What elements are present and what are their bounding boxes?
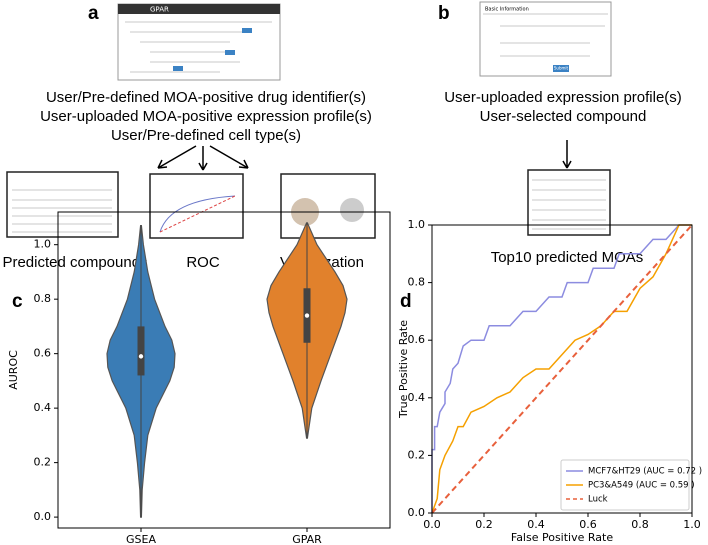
input-text: User-uploaded MOA-positive expression pr… bbox=[40, 108, 372, 125]
input-text: User-uploaded expression profile(s) bbox=[444, 89, 682, 106]
table-lines bbox=[532, 179, 606, 230]
y-tick-label: 0.4 bbox=[34, 401, 52, 414]
legend-label: MCF7&HT29 (AUC = 0.72 ) bbox=[588, 467, 702, 477]
output-text: Top10 predicted MOAs bbox=[491, 249, 644, 266]
output-text: ROC bbox=[186, 254, 220, 271]
panel-label: d bbox=[400, 291, 412, 312]
y-tick-label: 0.0 bbox=[34, 510, 52, 523]
y-tick-label: 0.8 bbox=[408, 276, 426, 289]
legend-box bbox=[560, 459, 690, 511]
roc-line bbox=[431, 224, 692, 513]
y-axis-label: True Positive Rate bbox=[397, 320, 410, 419]
median bbox=[304, 313, 310, 318]
y-tick-label: 0.4 bbox=[408, 391, 426, 404]
roc-line bbox=[431, 224, 693, 514]
x-tick-label: 0.4 bbox=[527, 518, 545, 531]
screenshot bbox=[479, 1, 612, 77]
panel-label: c bbox=[12, 291, 23, 312]
x-tick-label: 0.0 bbox=[423, 518, 441, 531]
x-tick-label: GSEA bbox=[126, 533, 156, 545]
app-header bbox=[118, 4, 280, 14]
y-axis-label: AUROC bbox=[7, 350, 20, 390]
y-tick-label: 0.0 bbox=[408, 506, 426, 519]
thumb-curve bbox=[159, 195, 236, 233]
x-tick-label: GPAR bbox=[292, 533, 322, 545]
roc-line bbox=[431, 224, 692, 514]
arrow bbox=[562, 140, 572, 169]
thumbnail bbox=[149, 173, 244, 239]
panel-label: b bbox=[438, 3, 450, 24]
thumbnail bbox=[527, 169, 611, 236]
arrows bbox=[157, 145, 249, 171]
y-tick-label: 0.2 bbox=[408, 448, 426, 461]
plot-frame bbox=[431, 224, 693, 514]
app-title: GPAR bbox=[150, 6, 169, 14]
x-tick-label: 0.2 bbox=[475, 518, 493, 531]
x-tick-label: 1.0 bbox=[683, 518, 701, 531]
y-tick-label: 1.0 bbox=[34, 238, 52, 251]
thumbnail bbox=[6, 171, 119, 238]
form-lines bbox=[483, 13, 608, 57]
thumb-curve bbox=[159, 195, 236, 233]
y-tick-label: 1.0 bbox=[408, 218, 426, 231]
plot-frame bbox=[57, 211, 391, 529]
y-tick-label: 0.6 bbox=[34, 347, 52, 360]
y-tick-label: 0.8 bbox=[34, 292, 52, 305]
y-tick-label: 0.6 bbox=[408, 333, 426, 346]
table-lines bbox=[12, 189, 112, 233]
input-text: User-selected compound bbox=[480, 108, 647, 125]
panel-label: a bbox=[88, 3, 99, 24]
y-tick-label: 0.2 bbox=[34, 456, 52, 469]
output-text: Predicted compounds bbox=[2, 254, 147, 271]
x-axis-label: False Positive Rate bbox=[511, 531, 613, 544]
charts: c GSEA GPAR 0.0 0.2 0.4 0.6 0.8 1.0 AUROC d 0.0 0.2 0… bbox=[7, 211, 702, 545]
form-title: Basic Information bbox=[485, 7, 529, 13]
legend-label: PC3&A549 (AUC = 0.59 ) bbox=[588, 481, 695, 491]
x-tick-label: 0.8 bbox=[631, 518, 649, 531]
submit-button bbox=[553, 65, 569, 72]
input-text: User/Pre-defined cell type(s) bbox=[111, 127, 301, 144]
button-text: Submit bbox=[554, 66, 569, 71]
median bbox=[138, 354, 144, 359]
thumb-cloud bbox=[340, 198, 364, 222]
iqr-box bbox=[137, 326, 145, 376]
form-lines bbox=[125, 21, 272, 73]
input-text: User/Pre-defined MOA-positive drug ident… bbox=[46, 89, 366, 106]
legend-label: Luck bbox=[588, 495, 608, 505]
x-tick-label: 0.6 bbox=[579, 518, 597, 531]
